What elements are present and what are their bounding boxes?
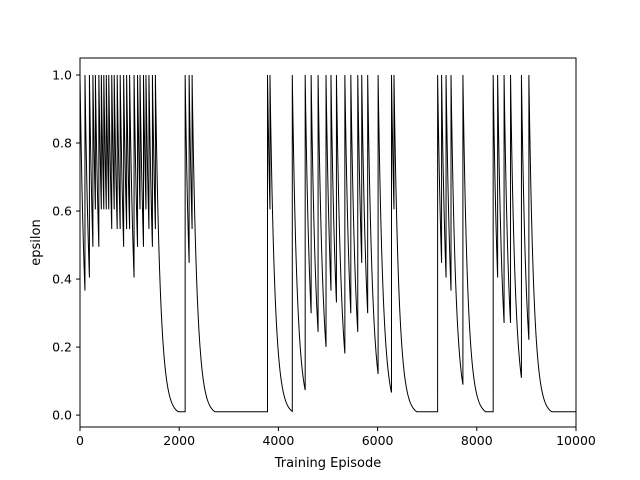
y-tick-label: 0.0 — [52, 408, 72, 423]
y-tick-label: 0.8 — [52, 136, 72, 151]
x-tick-label: 0 — [76, 433, 84, 448]
y-tick-label: 1.0 — [52, 68, 72, 83]
y-tick-label: 0.4 — [52, 272, 72, 287]
y-axis: 0.0 0.2 0.4 0.6 0.8 1.0 — [52, 68, 80, 423]
x-axis-label: Training Episode — [274, 456, 381, 471]
y-tick-label: 0.6 — [52, 204, 72, 219]
x-tick-label: 10000 — [556, 433, 596, 448]
x-axis: 0 2000 4000 6000 8000 10000 — [76, 427, 596, 448]
y-axis-label: epsilon — [29, 219, 44, 265]
x-tick-label: 2000 — [163, 433, 195, 448]
epsilon-series-line — [79, 74, 576, 413]
x-tick-label: 6000 — [362, 433, 394, 448]
x-tick-label: 8000 — [461, 433, 493, 448]
plot-area — [79, 74, 576, 413]
x-tick-label: 4000 — [262, 433, 294, 448]
y-tick-label: 0.2 — [52, 340, 72, 355]
plot-frame — [79, 57, 577, 428]
